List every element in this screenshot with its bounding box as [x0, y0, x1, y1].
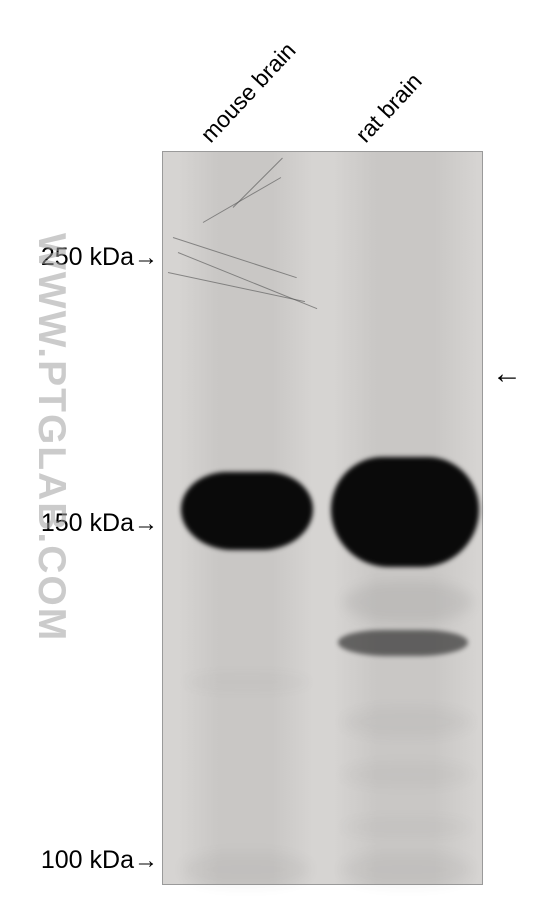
mw-text-2: 100 kDa [41, 846, 134, 874]
mw-label-0: 250 kDa→ [0, 243, 158, 272]
smear-3 [181, 852, 311, 887]
smear-5 [341, 817, 473, 837]
lane-label-0: mouse brain [195, 37, 301, 148]
band-0 [181, 472, 313, 550]
arrow-right-icon: → [134, 510, 158, 538]
smear-4 [341, 852, 473, 887]
mw-label-2: 100 kDa→ [0, 846, 158, 875]
arrow-right-icon: → [134, 244, 158, 272]
mw-label-1: 150 kDa→ [0, 509, 158, 538]
band-2 [338, 630, 468, 656]
blot-membrane [162, 151, 483, 885]
target-band-arrow-icon: ← [492, 357, 522, 391]
watermark-text: WWW.PTGLAB.COM [29, 233, 73, 642]
arrow-right-icon: → [134, 847, 158, 875]
smear-1 [341, 707, 473, 737]
smear-2 [341, 762, 473, 787]
lane-label-1: rat brain [350, 68, 427, 148]
smear-0 [343, 582, 473, 622]
smear-6 [183, 672, 311, 692]
band-1 [331, 457, 479, 567]
